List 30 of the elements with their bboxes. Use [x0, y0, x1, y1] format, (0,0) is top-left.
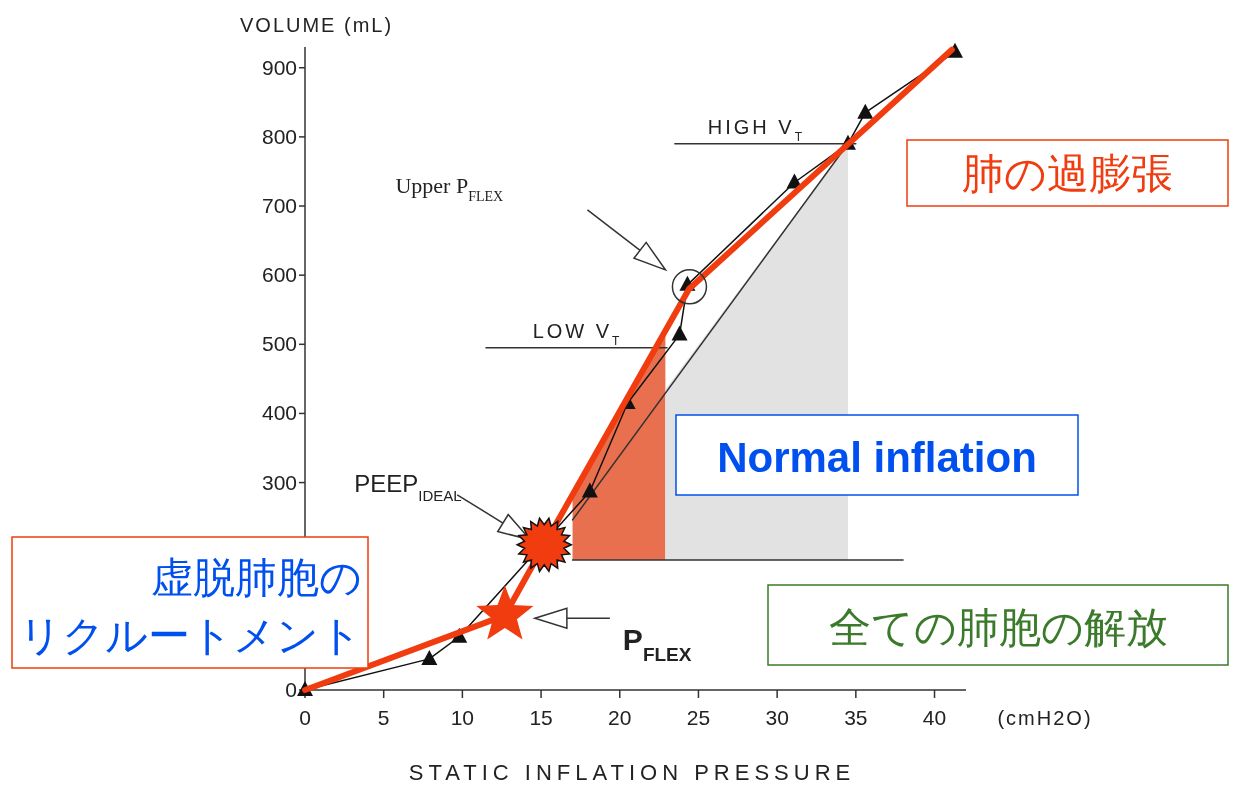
- y-tick-label: 400: [261, 401, 297, 425]
- annotation: Normal inflation: [717, 434, 1037, 481]
- y-tick-label: 0: [285, 678, 297, 701]
- y-tick-label: 300: [261, 470, 297, 494]
- annotation: Upper P$_{FLEX}$: [395, 172, 504, 204]
- x-tick-label: 15: [529, 706, 553, 729]
- x-tick-label: 0: [299, 706, 311, 729]
- y-tick-label: 500: [261, 332, 297, 356]
- annotation: 肺の過膨張: [961, 150, 1173, 197]
- y-tick-label: 600: [261, 263, 297, 287]
- annotation: P$_{FLEX}$: [622, 623, 692, 665]
- x-axis-title: STATIC INFLATION PRESSURE: [408, 760, 856, 785]
- annotation: リクルートメント: [19, 612, 362, 659]
- x-tick-label: 5: [377, 706, 390, 729]
- text: (cmH2O): [997, 707, 1093, 729]
- annotation: PEEP$_{IDEAL}$: [354, 469, 462, 504]
- annotation: LOW V$_{T}$: [532, 319, 623, 348]
- x-tick-label: 25: [686, 706, 711, 729]
- annotation: 全ての肺胞の解放: [828, 604, 1168, 651]
- y-tick-label: 700: [261, 194, 297, 218]
- y-tick-label: 900: [261, 55, 297, 79]
- x-tick-label: 30: [765, 706, 789, 729]
- x-tick-label: 35: [844, 706, 868, 729]
- x-tick-label: 20: [608, 706, 632, 729]
- y-tick-label: 800: [261, 124, 297, 148]
- annotation: HIGH V$_{T}$: [707, 115, 806, 144]
- x-tick-label: 40: [922, 706, 947, 729]
- annotation: 虚脱肺胞の: [151, 554, 362, 601]
- y-axis-title: VOLUME (mL): [240, 14, 394, 36]
- x-tick-label: 10: [450, 706, 475, 729]
